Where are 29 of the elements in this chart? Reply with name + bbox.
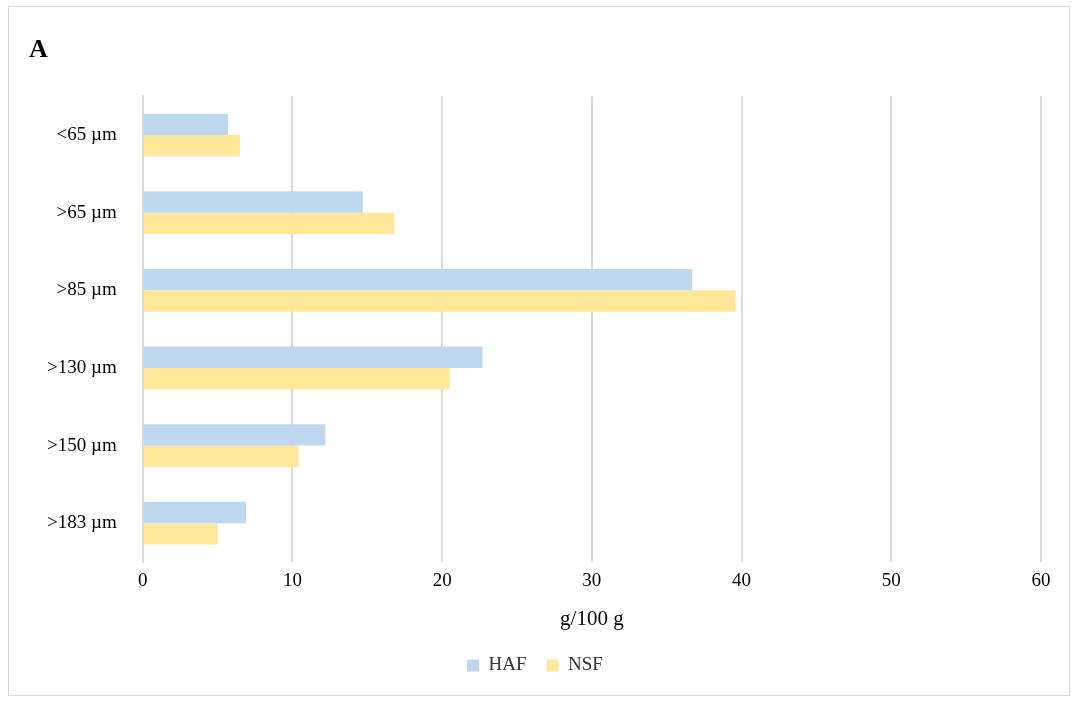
bar [143, 212, 395, 234]
bar [143, 523, 218, 545]
bar [143, 346, 483, 368]
legend-label: HAF [488, 653, 527, 675]
y-tick-label: >130 µm [46, 355, 117, 377]
bar [143, 367, 450, 390]
x-tick-label: 30 [582, 569, 602, 591]
x-tick-label: 0 [137, 569, 148, 591]
x-tick-label: 20 [432, 569, 452, 591]
x-tick-label: 10 [282, 569, 302, 591]
x-tick-label: 40 [732, 569, 752, 591]
bar [143, 113, 229, 136]
x-tick-label: 50 [881, 569, 901, 591]
x-tick-label: 60 [1031, 569, 1051, 591]
bar [143, 268, 693, 291]
x-axis-title: g/100 g [560, 605, 625, 630]
bar [143, 501, 246, 524]
y-tick-label: >85 µm [56, 278, 117, 300]
bar [143, 424, 326, 446]
chart-title: A [29, 34, 48, 64]
bar [143, 290, 736, 312]
legend-label: NSF [568, 653, 603, 675]
bar [143, 191, 363, 213]
y-tick-label: <65 µm [56, 123, 117, 144]
bar [143, 445, 299, 467]
y-tick-label: >150 µm [46, 433, 117, 455]
y-tick-label: >183 µm [46, 511, 117, 533]
y-tick-label: >65 µm [56, 200, 117, 222]
bar [143, 135, 241, 157]
